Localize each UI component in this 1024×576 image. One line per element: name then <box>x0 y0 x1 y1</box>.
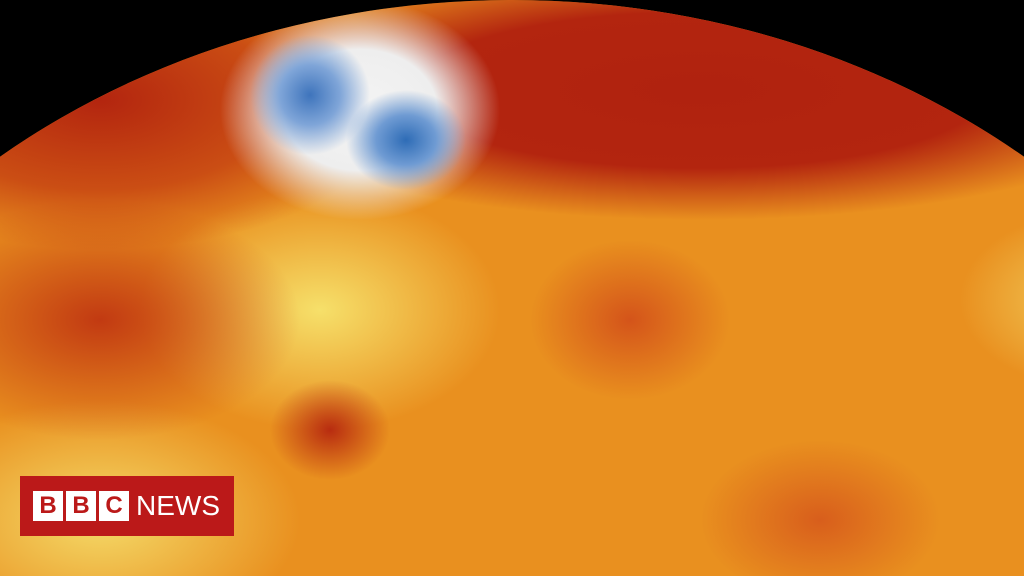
logo-letter-c: C <box>99 491 129 521</box>
bbc-news-logo: B B C NEWS <box>20 476 234 536</box>
logo-news-word: NEWS <box>136 490 220 521</box>
logo-letter-b1: B <box>33 491 63 521</box>
logo-letter-b2: B <box>66 491 96 521</box>
